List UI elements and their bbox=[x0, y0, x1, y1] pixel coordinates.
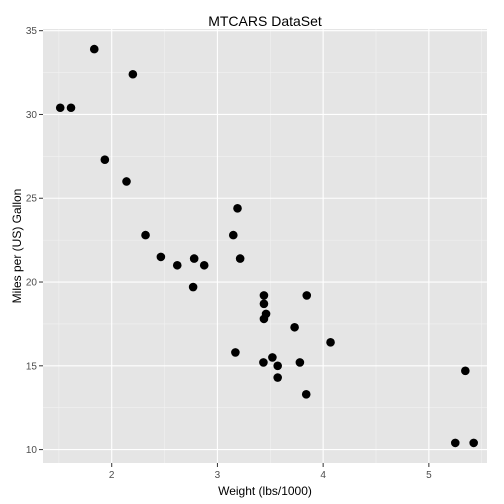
data-point-15 bbox=[469, 438, 478, 448]
data-point-20 bbox=[156, 252, 166, 262]
data-point-14 bbox=[450, 438, 460, 448]
y-tick-label: 25 bbox=[26, 194, 38, 205]
data-point-12 bbox=[290, 322, 299, 332]
chart-title: MTCARS DataSet bbox=[208, 13, 322, 29]
data-point-16 bbox=[461, 366, 470, 376]
y-axis-title: Miles per (US) Gallon bbox=[10, 189, 24, 304]
data-point-26 bbox=[122, 177, 131, 186]
data-points bbox=[55, 44, 478, 448]
minor-gridlines bbox=[43, 29, 487, 463]
y-tick-label: 30 bbox=[26, 110, 38, 121]
data-point-28 bbox=[231, 348, 240, 357]
data-point-2 bbox=[141, 230, 150, 240]
data-point-25 bbox=[100, 155, 110, 165]
x-tick-label: 2 bbox=[109, 470, 115, 481]
data-point-13 bbox=[295, 358, 305, 367]
data-point-1 bbox=[199, 260, 209, 270]
data-point-7 bbox=[233, 203, 242, 213]
data-point-9 bbox=[259, 291, 269, 300]
data-point-30 bbox=[273, 361, 282, 371]
y-tick-label: 15 bbox=[26, 361, 38, 372]
x-tick-label: 4 bbox=[320, 470, 326, 481]
data-point-8 bbox=[228, 230, 238, 240]
data-point-23 bbox=[301, 389, 311, 399]
y-tick-label: 10 bbox=[26, 445, 38, 456]
data-point-19 bbox=[89, 44, 99, 54]
x-axis-title: Weight (lbs/1000) bbox=[218, 484, 312, 498]
data-point-10 bbox=[259, 314, 269, 324]
x-tick-label: 3 bbox=[215, 470, 221, 481]
y-tick-label: 35 bbox=[26, 26, 38, 37]
data-point-24 bbox=[302, 291, 312, 300]
x-tick-label: 5 bbox=[426, 470, 432, 481]
data-point-29 bbox=[188, 282, 198, 292]
data-point-22 bbox=[259, 358, 268, 367]
data-point-27 bbox=[55, 103, 65, 113]
y-axis-ticks: 10 15 20 25 30 35 bbox=[26, 26, 43, 456]
data-point-6 bbox=[273, 373, 282, 382]
data-point-4 bbox=[259, 299, 269, 309]
x-axis-ticks: 2 3 4 5 bbox=[109, 463, 432, 481]
y-tick-label: 20 bbox=[26, 278, 38, 289]
data-point-17 bbox=[128, 69, 138, 79]
data-point-3 bbox=[235, 254, 245, 263]
data-point-0 bbox=[172, 260, 182, 270]
data-point-21 bbox=[268, 353, 277, 362]
data-point-11 bbox=[326, 338, 335, 347]
panel-background bbox=[43, 29, 487, 463]
major-gridlines bbox=[43, 29, 487, 463]
data-point-31 bbox=[189, 254, 199, 263]
data-point-18 bbox=[66, 103, 76, 113]
